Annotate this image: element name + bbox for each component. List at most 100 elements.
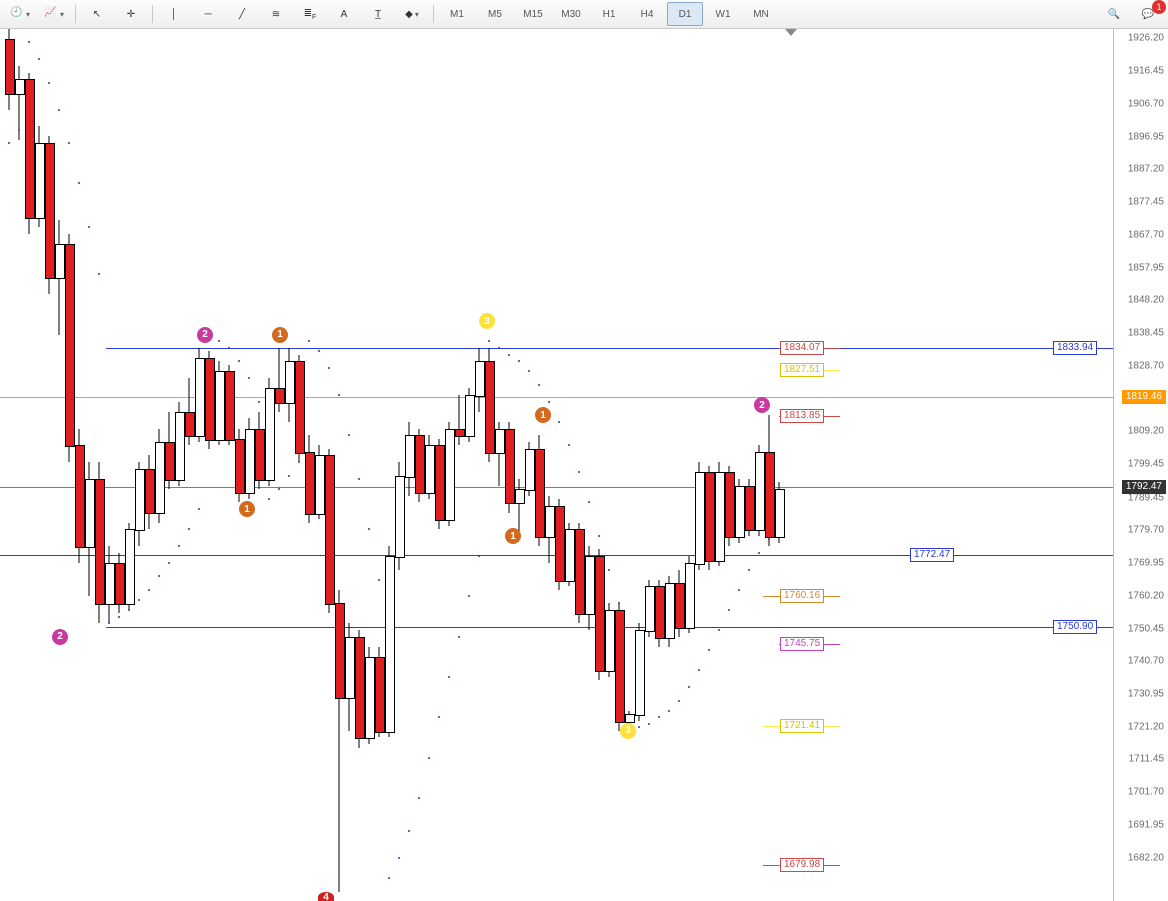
candle[interactable] — [625, 29, 633, 901]
alerts-button[interactable]: 💬 — [1132, 2, 1164, 26]
price-label[interactable]: 1760.16 — [780, 589, 824, 603]
wave-label[interactable]: 1 — [535, 407, 551, 423]
candle[interactable] — [145, 29, 153, 901]
candle[interactable] — [765, 29, 773, 901]
candle[interactable] — [685, 29, 693, 901]
wave-label[interactable]: 1 — [239, 501, 255, 517]
candle[interactable] — [205, 29, 213, 901]
channel-button[interactable]: ≋ — [260, 2, 292, 26]
wave-label[interactable]: 2 — [197, 327, 213, 343]
tf-mn[interactable]: MN — [743, 2, 779, 26]
shapes-button[interactable]: ◆▾ — [396, 2, 428, 26]
candle[interactable] — [525, 29, 533, 901]
candle[interactable] — [645, 29, 653, 901]
tf-m30[interactable]: M30 — [553, 2, 589, 26]
price-label[interactable]: 1827.51 — [780, 363, 824, 377]
wave-label[interactable]: 2 — [754, 397, 770, 413]
candle[interactable] — [385, 29, 393, 901]
candle[interactable] — [315, 29, 323, 901]
price-label[interactable]: 1721.41 — [780, 719, 824, 733]
candle[interactable] — [185, 29, 193, 901]
tf-m15[interactable]: M15 — [515, 2, 551, 26]
candle[interactable] — [325, 29, 333, 901]
candle[interactable] — [65, 29, 73, 901]
chart-type-button[interactable]: 📈▾ — [38, 2, 70, 26]
tf-w1[interactable]: W1 — [705, 2, 741, 26]
candle[interactable] — [775, 29, 783, 901]
candle[interactable] — [345, 29, 353, 901]
candle[interactable] — [125, 29, 133, 901]
candle[interactable] — [425, 29, 433, 901]
candle[interactable] — [455, 29, 463, 901]
candle[interactable] — [335, 29, 343, 901]
candle[interactable] — [395, 29, 403, 901]
candle[interactable] — [285, 29, 293, 901]
wave-label[interactable]: 4 — [318, 892, 334, 901]
price-axis[interactable]: 1926.201916.451906.701896.951887.201877.… — [1114, 29, 1168, 901]
cursor-button[interactable]: ↖ — [81, 2, 113, 26]
candle[interactable] — [495, 29, 503, 901]
candle[interactable] — [115, 29, 123, 901]
candle[interactable] — [585, 29, 593, 901]
candle[interactable] — [225, 29, 233, 901]
tf-h1[interactable]: H1 — [591, 2, 627, 26]
candle[interactable] — [95, 29, 103, 901]
candle[interactable] — [415, 29, 423, 901]
candle[interactable] — [215, 29, 223, 901]
candle[interactable] — [745, 29, 753, 901]
price-label[interactable]: 1750.90 — [1053, 620, 1097, 634]
candle[interactable] — [365, 29, 373, 901]
price-label[interactable]: 1679.98 — [780, 858, 824, 872]
candle[interactable] — [615, 29, 623, 901]
hline-button[interactable]: ─ — [192, 2, 224, 26]
candle[interactable] — [55, 29, 63, 901]
wave-label[interactable]: 1 — [505, 528, 521, 544]
candle[interactable] — [575, 29, 583, 901]
candle[interactable] — [35, 29, 43, 901]
candle[interactable] — [75, 29, 83, 901]
candle[interactable] — [595, 29, 603, 901]
tf-h4[interactable]: H4 — [629, 2, 665, 26]
price-label[interactable]: 1813.85 — [780, 409, 824, 423]
candle[interactable] — [605, 29, 613, 901]
candle[interactable] — [105, 29, 113, 901]
candle[interactable] — [545, 29, 553, 901]
candle[interactable] — [135, 29, 143, 901]
candle[interactable] — [635, 29, 643, 901]
candle[interactable] — [165, 29, 173, 901]
price-label[interactable]: 1745.75 — [780, 637, 824, 651]
candle[interactable] — [535, 29, 543, 901]
candle[interactable] — [195, 29, 203, 901]
candle[interactable] — [565, 29, 573, 901]
candle[interactable] — [755, 29, 763, 901]
candle[interactable] — [275, 29, 283, 901]
candle[interactable] — [705, 29, 713, 901]
candle[interactable] — [155, 29, 163, 901]
candle[interactable] — [305, 29, 313, 901]
candle[interactable] — [505, 29, 513, 901]
wave-label[interactable]: 3 — [479, 313, 495, 329]
wave-label[interactable]: 2 — [52, 629, 68, 645]
candle[interactable] — [655, 29, 663, 901]
candle[interactable] — [735, 29, 743, 901]
candle[interactable] — [675, 29, 683, 901]
candle[interactable] — [465, 29, 473, 901]
candle[interactable] — [15, 29, 23, 901]
candle[interactable] — [295, 29, 303, 901]
candle[interactable] — [355, 29, 363, 901]
price-label[interactable]: 1834.07 — [780, 341, 824, 355]
tf-m1[interactable]: M1 — [439, 2, 475, 26]
candle[interactable] — [695, 29, 703, 901]
trendline-button[interactable]: ╱ — [226, 2, 258, 26]
crosshair-button[interactable]: ✛ — [115, 2, 147, 26]
candle[interactable] — [445, 29, 453, 901]
search-button[interactable]: 🔍 — [1098, 2, 1130, 26]
candle[interactable] — [375, 29, 383, 901]
fibo-button[interactable]: ≣F — [294, 2, 326, 26]
candle[interactable] — [175, 29, 183, 901]
candle[interactable] — [405, 29, 413, 901]
candle[interactable] — [255, 29, 263, 901]
candle[interactable] — [715, 29, 723, 901]
price-label[interactable]: 1819.46 — [1122, 390, 1166, 404]
candle[interactable] — [5, 29, 13, 901]
